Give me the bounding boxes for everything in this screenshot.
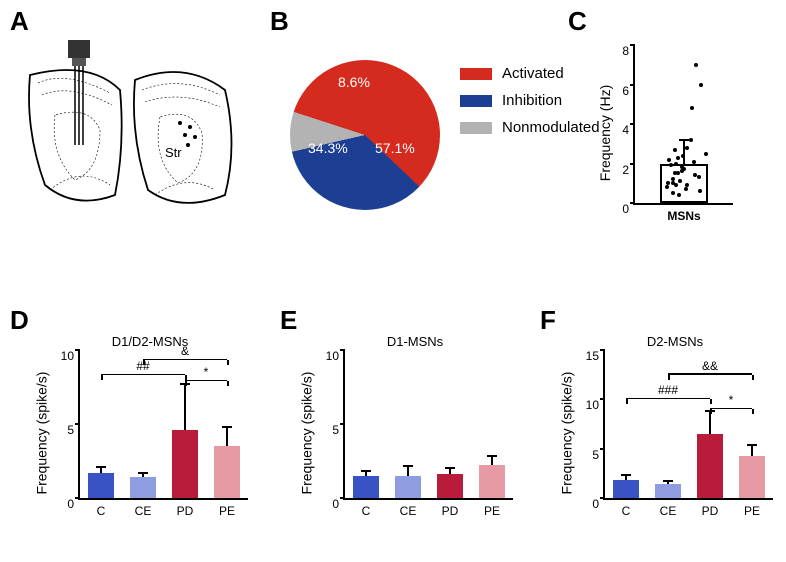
sig-text: ### <box>658 383 678 397</box>
y-tick-label: 2 <box>622 163 629 177</box>
data-point <box>667 158 671 162</box>
bar <box>130 477 156 498</box>
bar <box>437 474 463 498</box>
legend-swatch <box>460 68 492 80</box>
y-tick-label: 4 <box>622 123 629 137</box>
x-tick-label: C <box>362 504 371 518</box>
panel-label-a: A <box>10 6 29 37</box>
legend-row: Nonmodulated <box>460 119 600 136</box>
x-tick-label: C <box>97 504 106 518</box>
data-point <box>674 162 678 166</box>
pie-slice-label: 34.3% <box>308 140 348 156</box>
brain-schematic-svg: Str <box>20 35 240 225</box>
panel-a-schematic: Str <box>20 35 240 215</box>
bar <box>395 476 421 498</box>
y-tick-label: 6 <box>622 84 629 98</box>
x-tick-label: PE <box>744 504 760 518</box>
x-tick-label: PD <box>442 504 459 518</box>
bar <box>88 473 114 498</box>
panel-f-ylabel: Frequency (spike/s) <box>558 372 574 495</box>
panel-d-plot: 0510CCEPDPE##&* <box>78 350 248 500</box>
panel-label-c: C <box>568 6 587 37</box>
bar <box>479 465 505 498</box>
data-point <box>677 193 681 197</box>
sig-text: * <box>729 393 734 407</box>
panel-c-plot: 02468MSNs <box>633 45 733 205</box>
x-tick-label: C <box>622 504 631 518</box>
y-tick-label: 10 <box>586 398 599 412</box>
sig-text: && <box>702 359 718 373</box>
sig-text: * <box>204 365 209 379</box>
panel-c: Frequency (Hz) 02468MSNs <box>605 35 765 225</box>
x-tick-label: PE <box>484 504 500 518</box>
data-point <box>699 83 703 87</box>
data-point <box>694 63 698 67</box>
x-tick-label: CE <box>400 504 417 518</box>
y-tick-label: 10 <box>61 349 74 363</box>
bar <box>214 446 240 498</box>
y-tick-label: 8 <box>622 44 629 58</box>
x-tick-label: CE <box>660 504 677 518</box>
legend-text: Nonmodulated <box>502 119 600 136</box>
data-point <box>690 106 694 110</box>
bar <box>172 430 198 498</box>
data-point <box>689 138 693 142</box>
bar <box>353 476 379 498</box>
data-point <box>673 148 677 152</box>
x-tick-label: CE <box>135 504 152 518</box>
str-label: Str <box>165 145 182 160</box>
legend-swatch <box>460 95 492 107</box>
data-point <box>676 156 680 160</box>
legend-row: Activated <box>460 65 600 82</box>
bar <box>613 480 639 498</box>
x-tick-label: PD <box>702 504 719 518</box>
bar <box>697 434 723 498</box>
y-tick-label: 5 <box>332 423 339 437</box>
y-tick-label: 5 <box>592 448 599 462</box>
panel-label-e: E <box>280 305 297 336</box>
pie-slice-label: 8.6% <box>338 74 370 90</box>
panel-label-f: F <box>540 305 556 336</box>
panel-c-ylabel: Frequency (Hz) <box>597 85 613 181</box>
panel-e-ylabel: Frequency (spike/s) <box>298 372 314 495</box>
data-point <box>685 146 689 150</box>
y-tick-label: 0 <box>622 202 629 216</box>
y-tick-label: 15 <box>586 349 599 363</box>
y-tick-label: 0 <box>67 497 74 511</box>
x-tick-label: MSNs <box>667 209 700 223</box>
legend-text: Inhibition <box>502 92 562 109</box>
x-tick-label: PD <box>177 504 194 518</box>
panel-f-plot: 051015CCEPDPE###&&* <box>603 350 773 500</box>
panel-f-chart: D2-MSNs Frequency (spike/s) 051015CCEPDP… <box>575 350 775 520</box>
panel-e-plot: 0510CCEPDPE <box>343 350 513 500</box>
y-tick-label: 0 <box>332 497 339 511</box>
panel-e-title: D1-MSNs <box>315 334 515 349</box>
data-point <box>704 152 708 156</box>
x-tick-label: PE <box>219 504 235 518</box>
sig-text: & <box>181 344 189 358</box>
y-tick-label: 0 <box>592 497 599 511</box>
pie-legend: Activated Inhibition Nonmodulated <box>460 65 600 146</box>
panel-d-chart: D1/D2-MSNs Frequency (spike/s) 0510CCEPD… <box>50 350 250 520</box>
panel-label-d: D <box>10 305 29 336</box>
bar <box>739 456 765 498</box>
legend-text: Activated <box>502 65 564 82</box>
panel-d-title: D1/D2-MSNs <box>50 334 250 349</box>
data-point <box>674 183 678 187</box>
pie-slice-label: 57.1% <box>375 140 415 156</box>
panel-f-title: D2-MSNs <box>575 334 775 349</box>
panel-e-chart: D1-MSNs Frequency (spike/s) 0510CCEPDPE <box>315 350 515 520</box>
bar <box>655 484 681 498</box>
y-tick-label: 5 <box>67 423 74 437</box>
panel-d-ylabel: Frequency (spike/s) <box>33 372 49 495</box>
pie-chart: 57.1% 34.3% 8.6% <box>290 60 440 210</box>
legend-swatch <box>460 122 492 134</box>
data-point <box>692 160 696 164</box>
y-tick-label: 10 <box>326 349 339 363</box>
legend-row: Inhibition <box>460 92 600 109</box>
panel-label-b: B <box>270 6 289 37</box>
data-point <box>681 154 685 158</box>
